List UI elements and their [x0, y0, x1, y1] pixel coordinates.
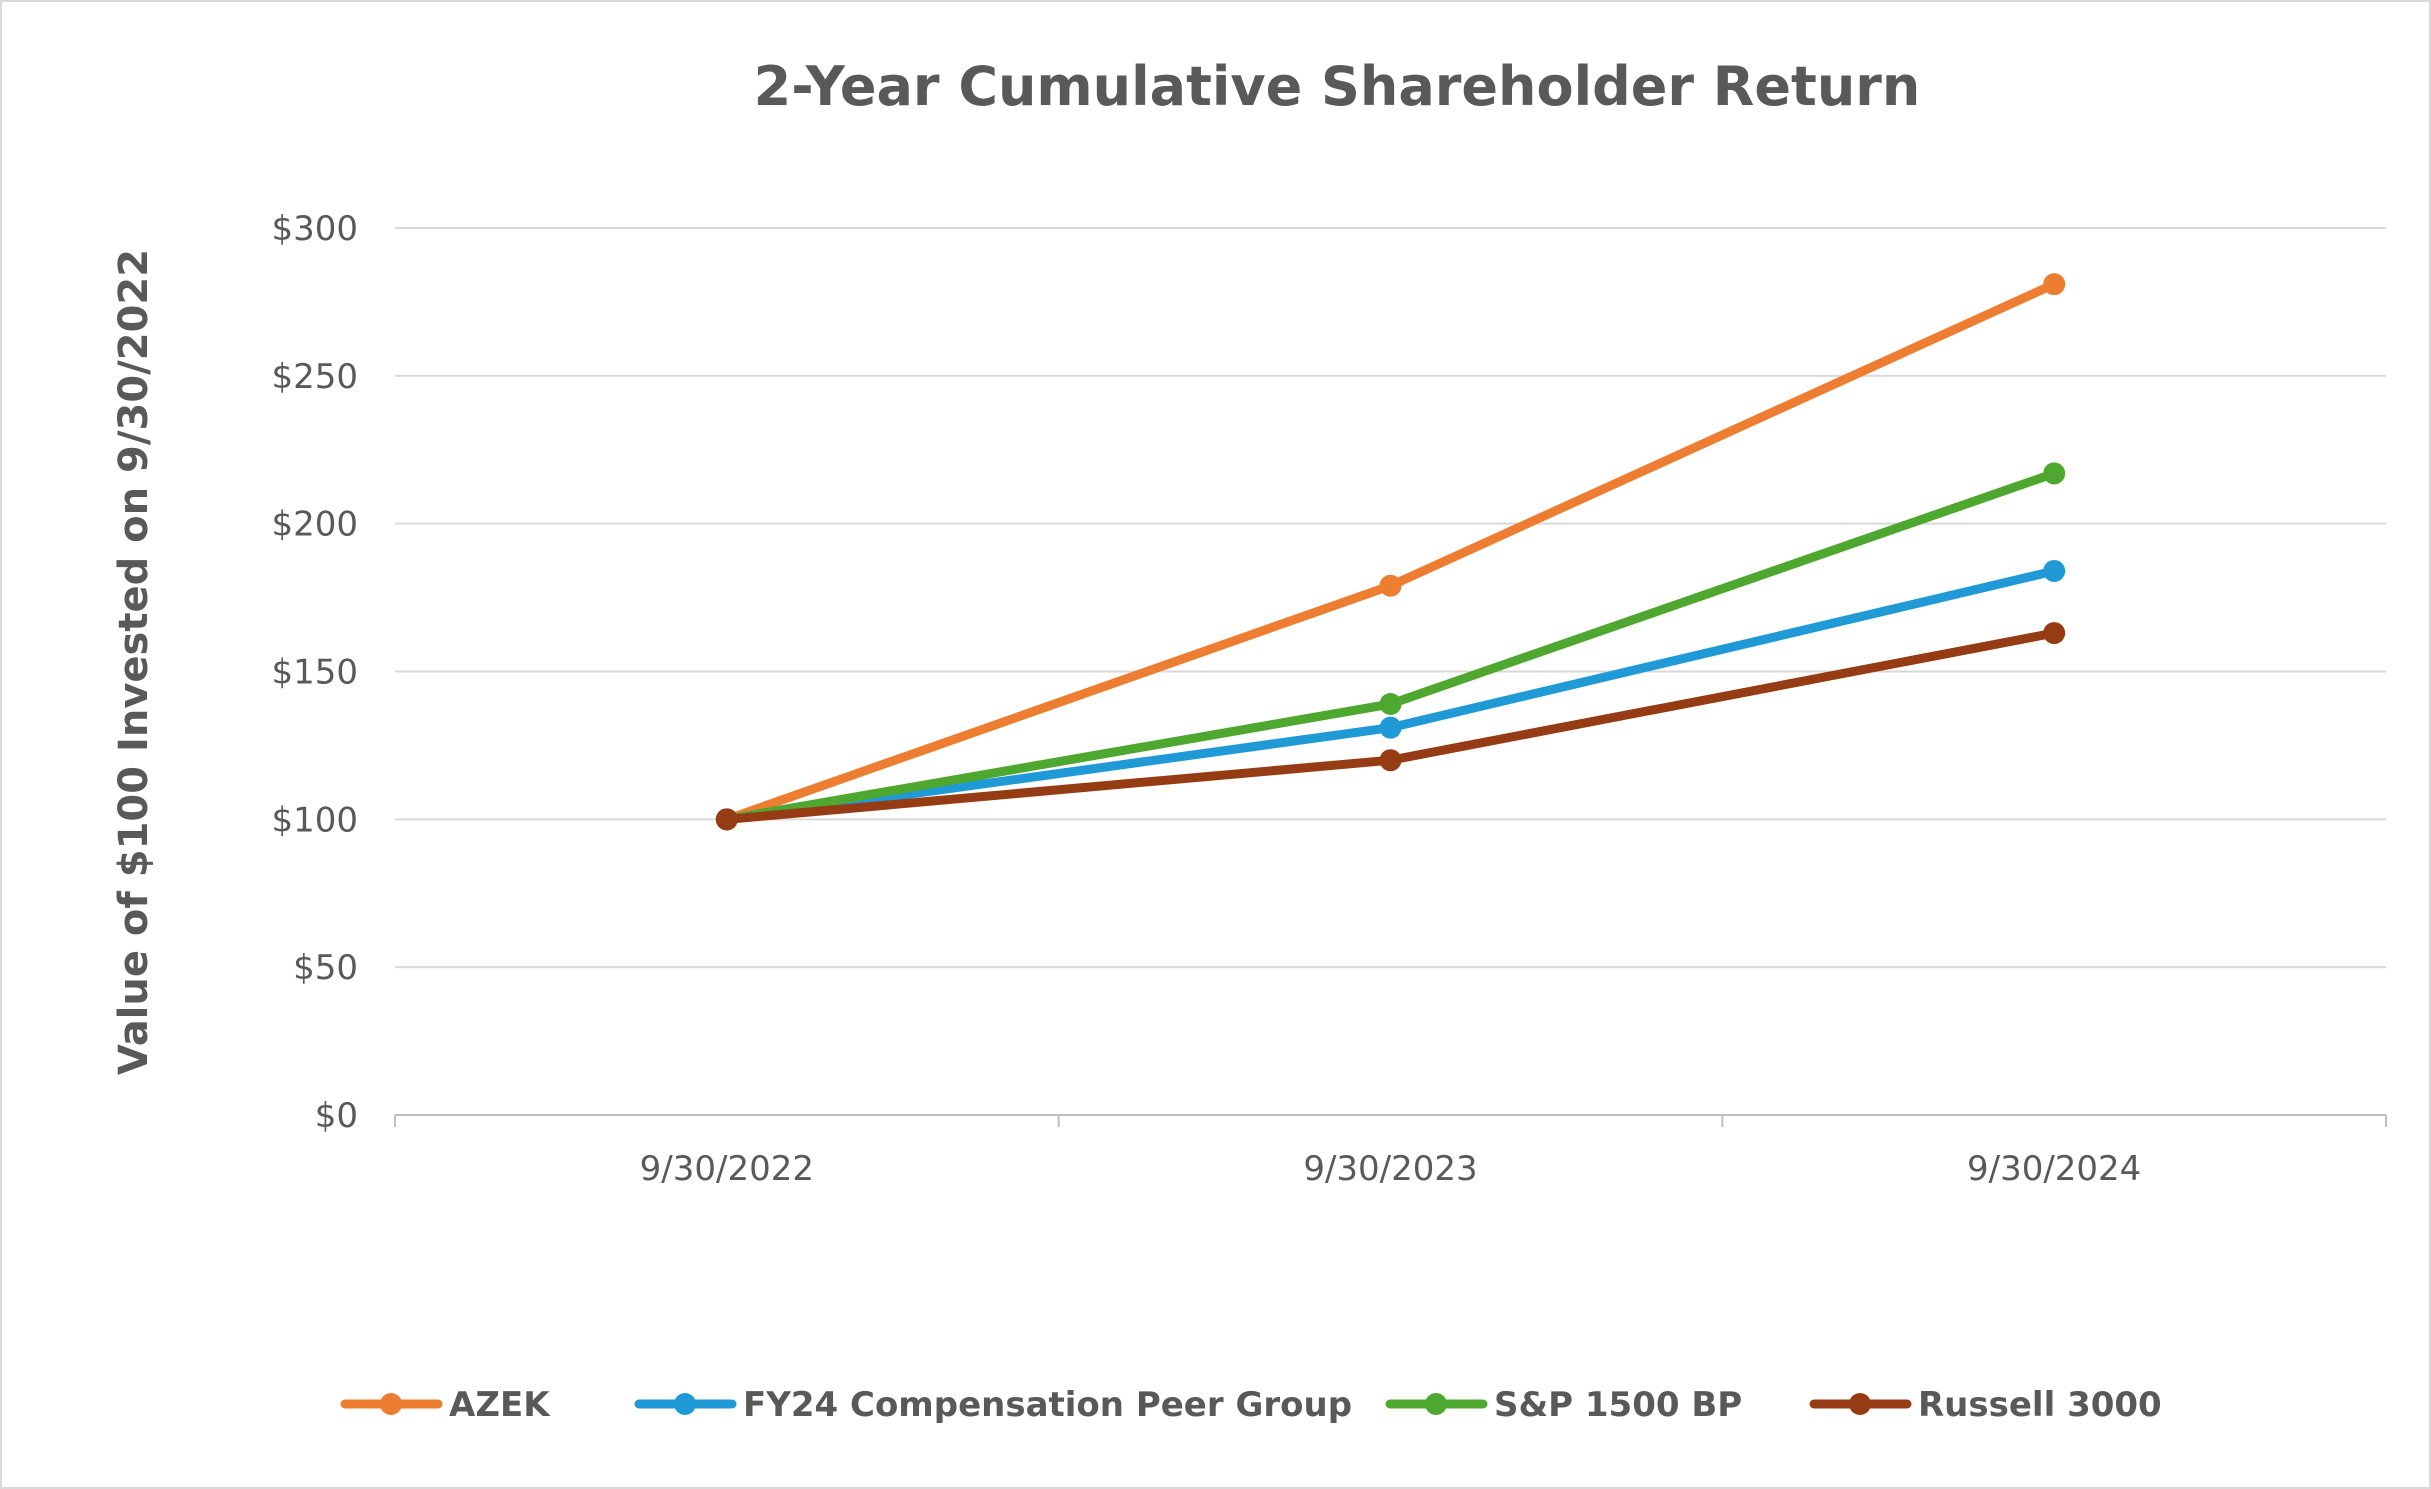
data-point: [2043, 462, 2066, 485]
legend-label: Russell 3000: [1918, 1385, 2162, 1425]
legend-label: AZEK: [449, 1385, 551, 1425]
y-tick-label: $300: [271, 209, 358, 249]
x-axis-ticks: 9/30/2022 9/30/2023 9/30/2024: [640, 1149, 2142, 1189]
legend-label: S&P 1500 BP: [1494, 1385, 1742, 1425]
series-s-p-1500-bp: [715, 462, 2066, 831]
series-line: [722, 279, 2059, 824]
data-point: [1379, 716, 1402, 739]
legend: AZEK FY24 Compensation Peer Group S&P 1500…: [340, 1385, 2162, 1425]
legend-label: FY24 Compensation Peer Group: [743, 1385, 1352, 1425]
y-axis-label: Value of $100 Invested on 9/30/2022: [111, 249, 157, 1075]
data-point: [715, 808, 738, 831]
data-point: [1379, 749, 1402, 772]
legend-item: FY24 Compensation Peer Group: [634, 1385, 1352, 1425]
legend-marker: [1425, 1393, 1447, 1415]
legend-item: AZEK: [340, 1385, 551, 1425]
series-azek: [715, 273, 2066, 831]
y-tick-label: $250: [271, 357, 358, 397]
y-axis-ticks: $0 $50 $100 $150 $200 $250 $300: [271, 209, 358, 1136]
series-lines: [715, 273, 2066, 831]
x-tick-label: 9/30/2024: [1967, 1149, 2141, 1189]
y-tick-label: $100: [271, 800, 358, 840]
y-tick-label: $50: [293, 948, 358, 988]
x-axis: [394, 1114, 2387, 1127]
y-tick-label: $0: [315, 1096, 358, 1136]
x-tick-label: 9/30/2022: [640, 1149, 814, 1189]
chart-title: 2-Year Cumulative Shareholder Return: [754, 55, 1921, 118]
y-tick-label: $150: [271, 653, 358, 693]
series-russell-3000: [715, 622, 2066, 831]
data-point: [1379, 574, 1402, 597]
data-point: [1379, 693, 1402, 716]
legend-item: S&P 1500 BP: [1385, 1385, 1742, 1425]
legend-marker: [380, 1393, 402, 1415]
gridlines: [395, 227, 2386, 969]
data-point: [2043, 559, 2066, 582]
data-point: [2043, 622, 2066, 645]
data-point: [2043, 273, 2066, 296]
legend-marker: [674, 1393, 696, 1415]
y-tick-label: $200: [271, 505, 358, 545]
legend-marker: [1849, 1393, 1871, 1415]
x-tick-label: 9/30/2023: [1303, 1149, 1477, 1189]
legend-item: Russell 3000: [1809, 1385, 2162, 1425]
